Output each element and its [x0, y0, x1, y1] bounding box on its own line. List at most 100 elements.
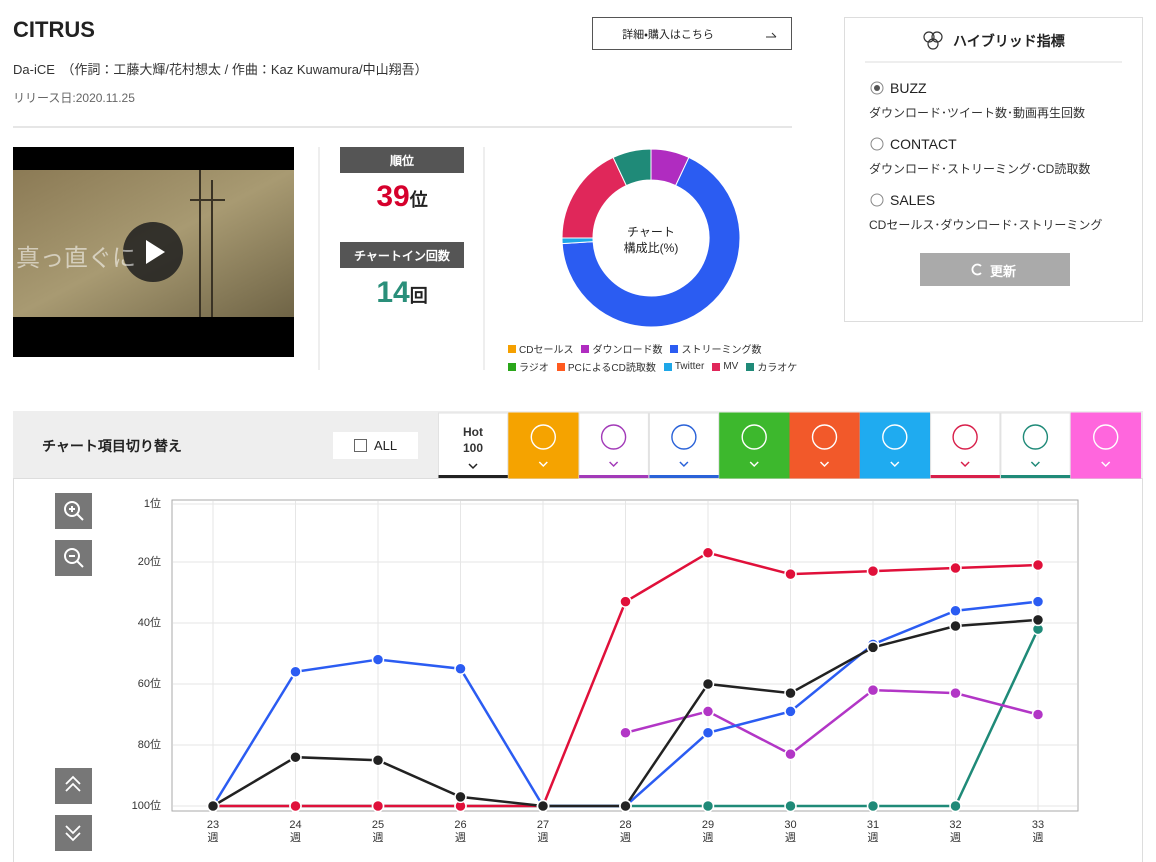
legend-label: PCによるCD読取数 — [567, 363, 656, 374]
hybrid-icon — [923, 31, 943, 50]
tab-icon — [811, 424, 838, 450]
data-point — [289, 799, 302, 813]
tab-icon — [741, 424, 767, 450]
data-point — [949, 619, 962, 633]
data-point — [949, 604, 962, 618]
label-box — [340, 147, 464, 173]
y-tick-label: 100位 — [132, 799, 161, 812]
tab-chevron — [538, 461, 548, 468]
detail-button-label[interactable]: 詳細・購入はこちら — [622, 29, 714, 41]
radio[interactable] — [870, 137, 884, 151]
chart-tab[interactable] — [859, 412, 931, 479]
legend-swatch — [581, 344, 590, 353]
up-icon — [65, 775, 81, 792]
data-point — [949, 561, 962, 575]
all-toggle[interactable] — [333, 432, 418, 459]
x-tick-label: 31週 — [866, 819, 880, 844]
tab-icon — [600, 424, 627, 450]
detail-button[interactable] — [592, 17, 792, 50]
series-line — [625, 688, 1039, 756]
video-scene — [190, 170, 225, 317]
data-point — [289, 750, 302, 764]
data-point — [866, 799, 880, 813]
x-tick-label: 28週 — [619, 819, 632, 844]
zoom-out-icon — [64, 548, 84, 568]
data-point — [784, 686, 797, 700]
update-button[interactable] — [920, 253, 1070, 286]
y-tick-label: 20位 — [138, 555, 161, 568]
legend-item: CDセールス — [508, 341, 573, 356]
legend-item: PCによるCD読取数 — [556, 359, 656, 374]
data-point — [701, 799, 715, 813]
zoom-out-button[interactable] — [55, 540, 92, 576]
tab-chevron — [749, 461, 759, 468]
data-point — [1031, 595, 1045, 608]
data-point — [866, 641, 880, 654]
option-name: BUZZ — [890, 80, 927, 96]
legend-label: カラオケ — [757, 363, 798, 374]
legend: CDセールス ダウンロード数 ストリーミング数 — [508, 341, 761, 356]
legend-label: ラジオ — [519, 363, 549, 374]
legend-item: ダウンロード数 — [581, 341, 662, 356]
tab-underline — [579, 475, 649, 478]
chart-tab[interactable] — [648, 412, 720, 479]
radio[interactable] — [870, 193, 884, 207]
zoom-in-button[interactable] — [55, 493, 92, 529]
tab-icon — [952, 424, 978, 450]
rank-value: 39 — [376, 180, 410, 213]
all-label[interactable]: ALL — [374, 438, 398, 453]
legend-item: ラジオ — [508, 359, 549, 374]
hybrid-title: ハイブリッド指標 — [953, 33, 1065, 49]
tab-underline — [1000, 475, 1071, 478]
data-point — [206, 799, 220, 813]
donut-slice — [612, 148, 652, 187]
tab-icon — [882, 424, 908, 450]
data-point — [701, 546, 715, 560]
data-point — [949, 799, 962, 813]
option-name: CONTACT — [890, 136, 957, 152]
data-point — [371, 753, 385, 767]
checkbox[interactable] — [354, 439, 367, 452]
tab-chevron — [819, 461, 830, 468]
tab-underline — [649, 475, 719, 478]
y-tick-label: 60位 — [138, 677, 161, 690]
data-point — [866, 564, 880, 578]
artist-line: Da-iCE （作詞：工藤大輝/花村想太 / 作曲：Kaz Kuwamura/中… — [13, 62, 428, 77]
legend-swatch — [663, 362, 672, 371]
data-point — [371, 799, 385, 813]
chart-tab[interactable] — [1000, 412, 1071, 479]
legend-item: ストリーミング数 — [670, 341, 761, 356]
data-point — [784, 705, 797, 718]
chart-tab[interactable] — [930, 412, 1001, 479]
tab-underline — [930, 475, 1000, 478]
tab-chevron — [1101, 461, 1111, 468]
chart-tab[interactable] — [1070, 412, 1141, 479]
option-description: ダウンロード･ストリーミング･CD読取数 — [869, 162, 1091, 176]
update-button-label[interactable]: 更新 — [990, 264, 1017, 279]
chart-tab[interactable] — [578, 412, 649, 479]
data-point — [371, 653, 385, 666]
option-description: ダウンロード･ツイート数･動画再生回数 — [869, 106, 1086, 120]
tab-chevron — [609, 461, 619, 468]
tab-underline — [438, 475, 508, 478]
data-point — [619, 799, 632, 813]
data-point — [619, 726, 632, 740]
arrow-icon — [766, 32, 777, 38]
legend-swatch — [508, 362, 516, 371]
chart-tab[interactable] — [789, 412, 860, 479]
donut-center-label: チャート — [627, 225, 675, 239]
chart-tab[interactable] — [508, 412, 579, 479]
tab-chevron — [468, 463, 478, 470]
data-point — [784, 567, 797, 581]
y-tick-label: 80位 — [138, 738, 161, 751]
x-tick-label: 25週 — [371, 819, 385, 844]
legend-swatch — [508, 344, 516, 353]
count-unit: 回 — [409, 286, 428, 306]
x-tick-label: 27週 — [536, 819, 550, 844]
scroll-up-button[interactable] — [55, 768, 92, 804]
option-name: SALES — [890, 192, 936, 208]
chart-tab[interactable] — [719, 412, 790, 479]
zoom-in-icon — [64, 501, 84, 521]
